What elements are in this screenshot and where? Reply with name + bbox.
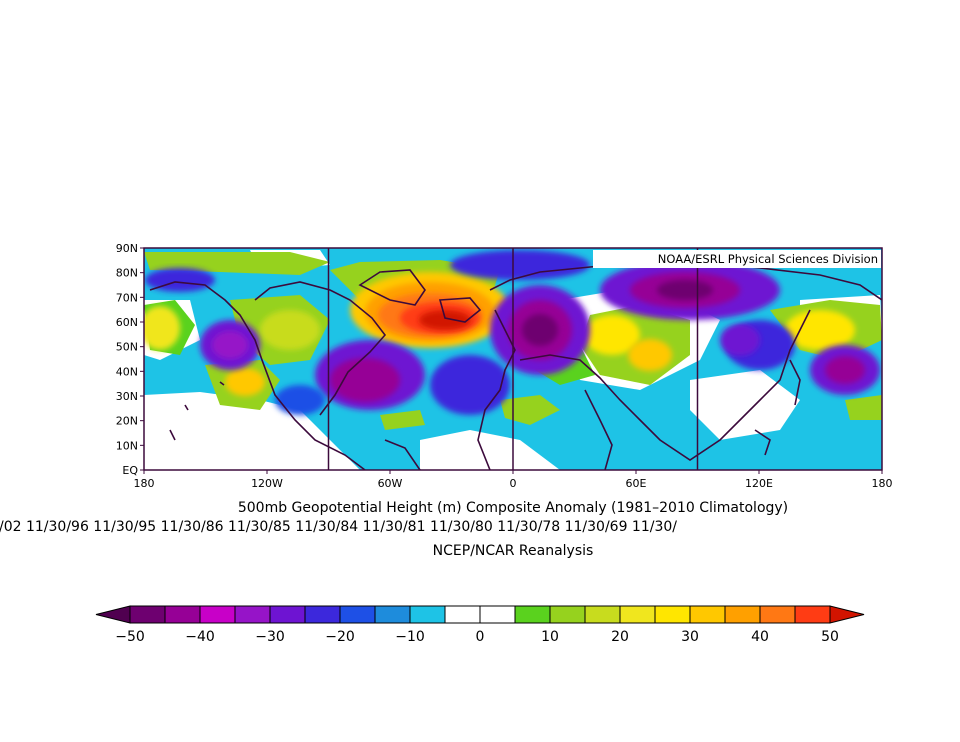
data-source: NCEP/NCAR Reanalysis bbox=[433, 543, 594, 559]
colorbar-swatch bbox=[234, 605, 271, 624]
colorbar-swatch bbox=[269, 605, 306, 624]
colorbar-tick-label: 30 bbox=[681, 629, 699, 645]
latitude-axis: 90N 80N 70N 60N 50N 40N 30N 20N 10N EQ bbox=[116, 242, 144, 477]
colorbar-min-arrow bbox=[95, 605, 131, 624]
colorbar-swatch bbox=[619, 605, 656, 624]
lat-tick-label: 70N bbox=[116, 291, 138, 304]
composite-dates: /02 11/30/96 11/30/95 11/30/86 11/30/85 … bbox=[0, 519, 677, 535]
colorbar-swatch bbox=[549, 605, 586, 624]
lon-tick-label: 60W bbox=[378, 477, 403, 490]
colorbar-swatch bbox=[479, 605, 516, 624]
colorbar-swatch bbox=[339, 605, 376, 624]
colorbar-swatch bbox=[689, 605, 726, 624]
colorbar-swatch bbox=[584, 605, 621, 624]
anomaly-field bbox=[144, 248, 882, 470]
colorbar-tick-label: 10 bbox=[541, 629, 559, 645]
lon-tick-label: 120E bbox=[745, 477, 773, 490]
colorbar-tick-label: −20 bbox=[325, 629, 355, 645]
colorbar-swatch bbox=[164, 605, 201, 624]
lat-tick-label: 40N bbox=[116, 365, 138, 378]
lat-tick-label: EQ bbox=[122, 464, 138, 477]
colorbar-swatch bbox=[794, 605, 831, 624]
colorbar-tick-label: 50 bbox=[821, 629, 839, 645]
lon-tick-label: 180 bbox=[134, 477, 155, 490]
lat-tick-label: 30N bbox=[116, 390, 138, 403]
colorbar-swatch bbox=[129, 605, 166, 624]
lat-tick-label: 50N bbox=[116, 341, 138, 354]
longitude-axis: 180 120W 60W 0 60E 120E 180 bbox=[134, 470, 893, 490]
colorbar-swatch bbox=[444, 605, 481, 624]
colorbar-tick-label: 0 bbox=[476, 629, 485, 645]
lat-tick-label: 20N bbox=[116, 415, 138, 428]
colorbar-swatch bbox=[724, 605, 761, 624]
lat-tick-label: 90N bbox=[116, 242, 138, 255]
lon-tick-label: 60E bbox=[626, 477, 647, 490]
colorbar-tick-label: 20 bbox=[611, 629, 629, 645]
colorbar-max-arrow bbox=[829, 605, 865, 624]
colorbar-swatch bbox=[304, 605, 341, 624]
credit-label: NOAA/ESRL Physical Sciences Division bbox=[658, 252, 878, 266]
colorbar bbox=[95, 605, 865, 624]
anomaly-map: NOAA/ESRL Physical Sciences Division 90N… bbox=[116, 242, 893, 490]
colorbar-swatch bbox=[409, 605, 446, 624]
colorbar-swatch bbox=[514, 605, 551, 624]
colorbar-swatch bbox=[199, 605, 236, 624]
colorbar-tick-label: −10 bbox=[395, 629, 425, 645]
coastlines bbox=[149, 261, 882, 470]
lon-tick-label: 180 bbox=[872, 477, 893, 490]
credit-box bbox=[593, 250, 881, 268]
colorbar-tick-label: 40 bbox=[751, 629, 769, 645]
colorbar-tick-label: −30 bbox=[255, 629, 285, 645]
colorbar-tick-label: −40 bbox=[185, 629, 215, 645]
colorbar-tick-label: −50 bbox=[115, 629, 145, 645]
lon-tick-label: 120W bbox=[251, 477, 283, 490]
map-title: 500mb Geopotential Height (m) Composite … bbox=[238, 500, 788, 516]
colorbar-swatch bbox=[654, 605, 691, 624]
lat-tick-label: 10N bbox=[116, 439, 138, 452]
colorbar-swatch bbox=[759, 605, 796, 624]
colorbar-swatch bbox=[374, 605, 411, 624]
lat-tick-label: 60N bbox=[116, 316, 138, 329]
lon-tick-label: 0 bbox=[510, 477, 517, 490]
lat-tick-label: 80N bbox=[116, 267, 138, 280]
colorbar-tick-labels: −50 −40 −30 −20 −10 0 10 20 30 40 50 bbox=[115, 629, 839, 645]
